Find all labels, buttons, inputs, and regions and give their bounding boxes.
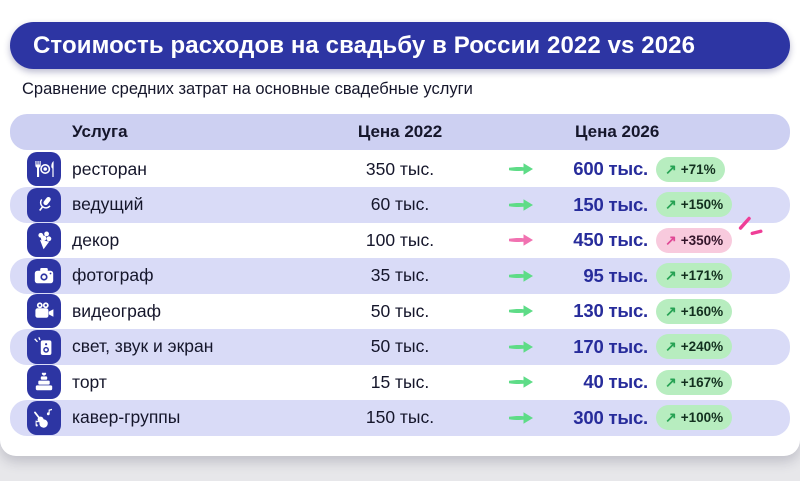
increase-arrow-icon	[504, 375, 540, 389]
price-2026: 40 тыс.	[583, 371, 648, 393]
growth-percent: +150%	[680, 197, 724, 213]
table-body: ресторан 350 тыс. 600 тыс. ↗ +71% ведущи…	[10, 152, 790, 436]
page-title: Стоимость расходов на свадьбу в России 2…	[33, 31, 696, 59]
price-2022: 35 тыс.	[370, 265, 430, 286]
price-2022: 100 тыс.	[365, 229, 435, 250]
price-2022: 150 тыс.	[365, 407, 435, 428]
table-row: ведущий 60 тыс. 150 тыс. ↗ +150%	[10, 187, 790, 223]
restaurant-icon	[27, 152, 61, 187]
increase-arrow-icon	[504, 340, 540, 354]
column-header-service: Услуга	[72, 121, 128, 141]
growth-percent: +240%	[680, 339, 724, 355]
increase-arrow-icon	[504, 198, 540, 212]
price-2022: 50 тыс.	[370, 300, 430, 321]
price-2026: 300 тыс.	[573, 406, 648, 428]
service-name: декор	[72, 229, 120, 250]
service-name: видеограф	[72, 300, 161, 321]
growth-badge: ↗ +167%	[656, 369, 733, 395]
table-header-row: Услуга Цена 2022 Цена 2026	[10, 114, 790, 150]
speaker-icon	[27, 329, 61, 364]
increase-arrow-icon	[504, 269, 540, 283]
trend-up-icon: ↗	[665, 196, 677, 213]
trend-up-icon: ↗	[665, 302, 677, 319]
sparkle-accent-icon	[732, 211, 764, 248]
camera-icon	[27, 258, 61, 293]
price-2022: 50 тыс.	[370, 336, 430, 357]
title-bar: Стоимость расходов на свадьбу в России 2…	[10, 22, 790, 69]
subtitle: Сравнение средних затрат на основные сва…	[22, 80, 473, 98]
table-row: торт 15 тыс. 40 тыс. ↗ +167%	[10, 365, 790, 401]
table-row: кавер-группы 150 тыс. 300 тыс. ↗ +100%	[10, 400, 790, 436]
price-2022: 350 тыс.	[365, 158, 435, 179]
price-2026: 450 тыс.	[573, 229, 648, 251]
growth-badge: ↗ +171%	[656, 263, 733, 289]
trend-up-icon: ↗	[665, 409, 677, 426]
growth-badge: ↗ +240%	[656, 334, 733, 360]
growth-percent: +100%	[680, 410, 724, 426]
bouquet-icon	[27, 223, 61, 258]
table-row: декор 100 тыс. 450 тыс. ↗ +350%	[10, 216, 790, 259]
column-header-price-2026: Цена 2026	[575, 121, 660, 141]
growth-percent: +167%	[680, 374, 724, 390]
growth-badge: ↗ +160%	[656, 298, 733, 324]
growth-percent: +71%	[680, 161, 716, 177]
increase-arrow-icon	[504, 411, 540, 425]
price-2026: 150 тыс.	[573, 193, 648, 215]
growth-badge: ↗ +100%	[656, 405, 733, 431]
trend-up-icon: ↗	[665, 267, 677, 284]
service-name: кавер-группы	[72, 407, 181, 428]
growth-percent: +171%	[680, 268, 724, 284]
video-camera-icon	[27, 294, 61, 329]
price-2022: 60 тыс.	[370, 194, 430, 215]
microphone-icon	[27, 187, 61, 222]
growth-percent: +160%	[680, 303, 724, 319]
trend-up-icon: ↗	[665, 160, 677, 177]
trend-up-icon: ↗	[665, 231, 677, 248]
trend-up-icon: ↗	[665, 373, 677, 390]
growth-badge: ↗ +71%	[656, 156, 725, 182]
cake-icon	[27, 365, 61, 400]
increase-arrow-icon	[504, 304, 540, 318]
price-2026: 170 тыс.	[573, 335, 648, 357]
increase-arrow-icon	[504, 162, 540, 176]
table-row: видеограф 50 тыс. 130 тыс. ↗ +160%	[10, 294, 790, 330]
growth-percent: +350%	[680, 232, 724, 248]
comparison-table: Услуга Цена 2022 Цена 2026 ресторан 350 …	[10, 114, 790, 436]
price-2026: 130 тыс.	[573, 300, 648, 322]
column-header-price-2022: Цена 2022	[357, 121, 443, 141]
price-2022: 15 тыс.	[370, 371, 430, 392]
growth-badge: ↗ +350%	[656, 227, 733, 253]
growth-badge: ↗ +150%	[656, 192, 733, 218]
service-name: ведущий	[72, 194, 144, 215]
table-row: свет, звук и экран 50 тыс. 170 тыс. ↗ +2…	[10, 329, 790, 365]
service-name: фотограф	[72, 265, 154, 286]
trend-up-icon: ↗	[665, 338, 677, 355]
infographic-card: Стоимость расходов на свадьбу в России 2…	[0, 0, 800, 456]
table-row: фотограф 35 тыс. 95 тыс. ↗ +171%	[10, 258, 790, 294]
service-name: ресторан	[72, 158, 147, 179]
table-row: ресторан 350 тыс. 600 тыс. ↗ +71%	[10, 152, 790, 188]
increase-arrow-icon	[504, 233, 540, 247]
price-2026: 600 тыс.	[573, 158, 648, 180]
price-2026: 95 тыс.	[583, 264, 648, 286]
service-name: торт	[72, 371, 107, 392]
guitar-icon	[27, 400, 61, 435]
service-name: свет, звук и экран	[72, 336, 214, 357]
